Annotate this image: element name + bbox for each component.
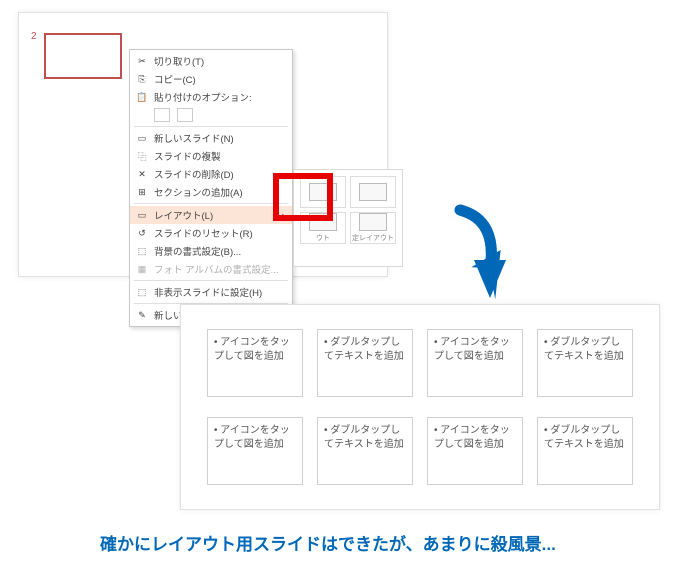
layout-flyout: ウト 定レイアウト [293, 169, 403, 267]
result-slide-panel: • アイコンをタップして図を追加 • ダブルタップしてテキストを追加 • アイコ… [180, 304, 660, 510]
photo-album-icon: ▦ [134, 262, 150, 276]
menu-hide-slide-label: 非表示スライドに設定(H) [154, 285, 286, 299]
arrow-icon [410, 200, 510, 320]
layout-option[interactable]: 定レイアウト [350, 212, 396, 244]
placeholder-text: アイコンをタップして図を追加 [214, 337, 290, 362]
caption-text: 確かにレイアウト用スライドはできたが、あまりに殺風景... [100, 530, 680, 555]
comment-icon: ✎ [134, 308, 150, 322]
content-placeholder[interactable]: • ダブルタップしてテキストを追加 [317, 329, 413, 397]
content-placeholder[interactable]: • ダブルタップしてテキストを追加 [317, 417, 413, 485]
slide-number: 2 [31, 31, 37, 42]
section-icon: ⊞ [134, 185, 150, 199]
scissors-icon: ✂ [134, 54, 150, 68]
layout-option[interactable] [350, 176, 396, 208]
hide-icon: ⬚ [134, 285, 150, 299]
content-placeholder[interactable]: • アイコンをタップして図を追加 [427, 329, 523, 397]
menu-new-slide[interactable]: ▭ 新しいスライド(N) [130, 129, 292, 147]
content-placeholder[interactable]: • アイコンをタップして図を追加 [207, 417, 303, 485]
menu-separator [134, 203, 288, 204]
menu-new-slide-label: 新しいスライド(N) [154, 131, 286, 145]
menu-photo-album: ▦ フォト アルバムの書式設定... [130, 260, 292, 278]
menu-copy[interactable]: ⎘ コピー(C) [130, 70, 292, 88]
menu-reset-slide-label: スライドのリセット(R) [154, 226, 286, 240]
paste-option-icon[interactable] [177, 108, 193, 122]
layout-option[interactable] [300, 176, 346, 208]
clipboard-icon: 📋 [134, 90, 150, 104]
copy-icon: ⎘ [134, 72, 150, 86]
layout-icon: ▭ [134, 208, 150, 222]
placeholder-text: ダブルタップしてテキストを追加 [324, 425, 404, 450]
content-placeholder[interactable]: • アイコンをタップして図を追加 [207, 329, 303, 397]
placeholder-grid: • アイコンをタップして図を追加 • ダブルタップしてテキストを追加 • アイコ… [207, 329, 633, 485]
menu-paste-options-label: 貼り付けのオプション: [154, 90, 286, 104]
content-placeholder[interactable]: • ダブルタップしてテキストを追加 [537, 417, 633, 485]
background-icon: ⬚ [134, 244, 150, 258]
menu-add-section-label: セクションの追加(A) [154, 185, 286, 199]
menu-cut-label: 切り取り(T) [154, 54, 286, 68]
context-menu: ✂ 切り取り(T) ⎘ コピー(C) 📋 貼り付けのオプション: ▭ 新しいスラ… [129, 49, 293, 327]
menu-layout[interactable]: ▭ レイアウト(L) ▸ [130, 206, 292, 224]
paste-option-row [130, 106, 292, 124]
layout-flyout-grid: ウト 定レイアウト [300, 176, 396, 244]
delete-icon: ✕ [134, 167, 150, 181]
menu-background-format-label: 背景の書式設定(B)... [154, 244, 286, 258]
layout-option[interactable]: ウト [300, 212, 346, 244]
paste-option-icon[interactable] [154, 108, 170, 122]
placeholder-text: ダブルタップしてテキストを追加 [324, 337, 404, 362]
menu-add-section[interactable]: ⊞ セクションの追加(A) [130, 183, 292, 201]
menu-copy-label: コピー(C) [154, 72, 286, 86]
menu-duplicate-slide-label: スライドの複製 [154, 149, 286, 163]
reset-icon: ↺ [134, 226, 150, 240]
slide-thumbnail[interactable] [44, 33, 122, 79]
menu-separator [134, 280, 288, 281]
duplicate-icon: ⿻ [134, 149, 150, 163]
placeholder-text: アイコンをタップして図を追加 [434, 337, 510, 362]
content-placeholder[interactable]: • ダブルタップしてテキストを追加 [537, 329, 633, 397]
placeholder-text: ダブルタップしてテキストを追加 [544, 337, 624, 362]
menu-duplicate-slide[interactable]: ⿻ スライドの複製 [130, 147, 292, 165]
new-slide-icon: ▭ [134, 131, 150, 145]
menu-background-format[interactable]: ⬚ 背景の書式設定(B)... [130, 242, 292, 260]
content-placeholder[interactable]: • アイコンをタップして図を追加 [427, 417, 523, 485]
menu-layout-label: レイアウト(L) [154, 208, 282, 222]
menu-cut[interactable]: ✂ 切り取り(T) [130, 52, 292, 70]
chevron-right-icon: ▸ [282, 211, 286, 220]
screenshot-panel-top: 2 ✂ 切り取り(T) ⎘ コピー(C) 📋 貼り付けのオプション: ▭ 新しい… [18, 12, 388, 277]
placeholder-text: アイコンをタップして図を追加 [214, 425, 290, 450]
layout-option-label: ウト [316, 233, 330, 243]
menu-hide-slide[interactable]: ⬚ 非表示スライドに設定(H) [130, 283, 292, 301]
menu-paste-options: 📋 貼り付けのオプション: [130, 88, 292, 106]
placeholder-text: アイコンをタップして図を追加 [434, 425, 510, 450]
menu-photo-album-label: フォト アルバムの書式設定... [154, 262, 286, 276]
menu-delete-slide-label: スライドの削除(D) [154, 167, 286, 181]
menu-separator [134, 126, 288, 127]
menu-reset-slide[interactable]: ↺ スライドのリセット(R) [130, 224, 292, 242]
layout-option-label: 定レイアウト [352, 233, 394, 243]
placeholder-text: ダブルタップしてテキストを追加 [544, 425, 624, 450]
menu-delete-slide[interactable]: ✕ スライドの削除(D) [130, 165, 292, 183]
